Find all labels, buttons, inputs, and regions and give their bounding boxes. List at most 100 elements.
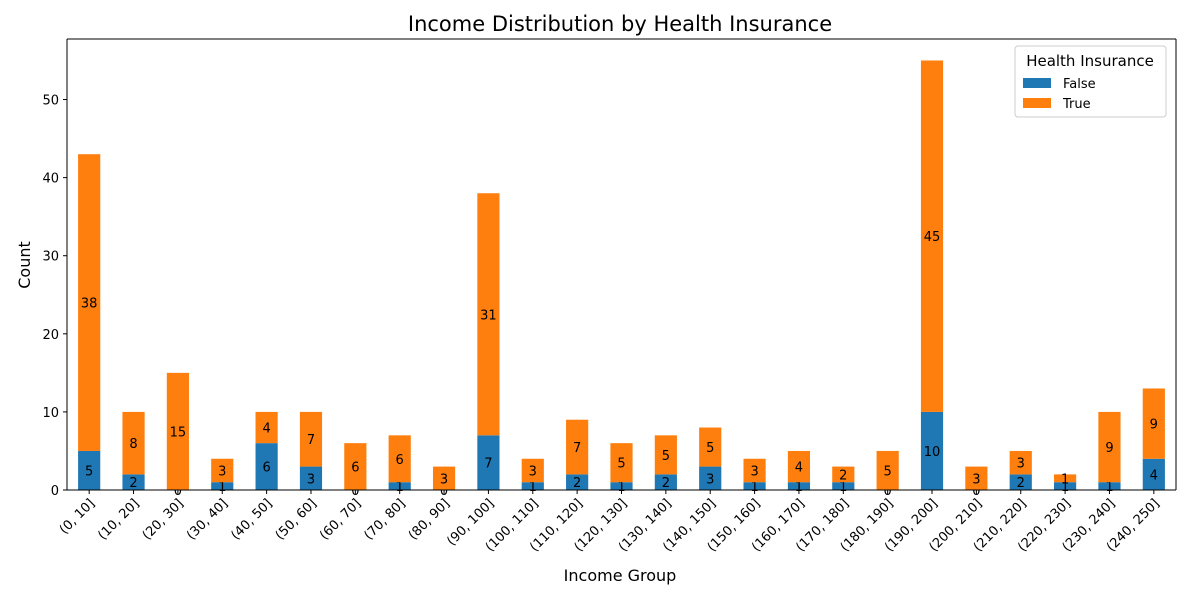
x-tick-label: (60, 70]: [317, 496, 364, 543]
bar-segment: [920, 60, 944, 412]
bar-segment: [1009, 450, 1032, 475]
bar-segment: [1009, 474, 1032, 490]
bar-value-label: 1: [1105, 480, 1113, 495]
bar-value-label: 6: [351, 461, 359, 476]
bar-value-label: 10: [924, 445, 941, 460]
bar-value-label: 4: [795, 461, 803, 476]
legend-swatch-false: [1023, 78, 1051, 88]
legend-label-false: False: [1063, 77, 1096, 92]
bar-segment: [699, 466, 722, 490]
bar-value-label: 3: [529, 464, 537, 479]
bar-segment: [787, 450, 811, 483]
bar-value-label: 6: [262, 461, 270, 476]
bar-value-label: 8: [129, 437, 137, 452]
bar-segment: [122, 411, 145, 475]
bar-segment: [211, 482, 234, 490]
x-axis-label: Income Group: [564, 566, 677, 585]
bar-segment: [388, 482, 411, 490]
bar-segment: [1142, 458, 1165, 490]
bar-segment: [78, 154, 101, 451]
bar-segment: [965, 466, 988, 490]
bar-value-label: 7: [484, 457, 492, 472]
bar-segment: [299, 466, 323, 490]
bar-value-label: 3: [972, 472, 980, 487]
y-tick-label: 20: [42, 328, 59, 343]
bar-segment: [211, 458, 234, 483]
legend-frame: [1014, 45, 1167, 118]
x-tick-label: (40, 50]: [228, 496, 275, 543]
legend-label-true: True: [1062, 97, 1091, 112]
bar-segment: [388, 435, 411, 483]
bar-value-label: 45: [924, 230, 941, 245]
bar-value-label: 2: [573, 476, 581, 491]
y-axis-label: Count: [15, 241, 34, 289]
bar-value-label: 3: [440, 472, 448, 487]
y-tick-label: 50: [42, 94, 59, 109]
bar-value-label: 1: [218, 480, 226, 495]
bar-value-label: 1: [396, 480, 404, 495]
y-tick-label: 40: [42, 172, 59, 187]
bar-segment: [1142, 388, 1165, 459]
bar-value-label: 5: [884, 464, 892, 479]
x-tick-label: (10, 20]: [95, 496, 142, 543]
bar-value-label: 4: [262, 422, 270, 437]
bar-value-label: 1: [1061, 480, 1069, 495]
bar-segment: [255, 443, 278, 490]
bar-segment: [255, 411, 278, 444]
bar-value-label: 1: [795, 480, 803, 495]
bar-segment: [566, 474, 589, 490]
bar-segment: [1054, 474, 1077, 483]
bar-value-label: 3: [1017, 457, 1025, 472]
bar-value-label: 7: [307, 433, 315, 448]
y-tick-label: 0: [51, 484, 59, 499]
bar-value-label: 1: [1061, 472, 1069, 487]
bar-segment: [832, 482, 855, 490]
bar-segment: [477, 193, 500, 436]
bar-segment: [743, 482, 766, 490]
bar-segment: [122, 474, 145, 490]
legend: Health Insurance False True: [1014, 45, 1167, 118]
bar-value-label: 31: [480, 308, 497, 323]
bar-segment: [787, 482, 811, 490]
bar-value-label: 1: [839, 480, 847, 495]
bar-segment: [699, 427, 722, 467]
x-tick-label: (50, 60]: [273, 496, 320, 543]
bar-value-label: 1: [529, 480, 537, 495]
bar-segment: [521, 482, 544, 490]
bar-segment: [521, 458, 544, 483]
bar-value-label: 5: [617, 457, 625, 472]
x-tick-label: (20, 30]: [140, 496, 187, 543]
x-tick-label: (30, 40]: [184, 496, 231, 543]
bar-segment: [1054, 482, 1077, 490]
x-tick-label: (70, 80]: [362, 496, 409, 543]
bar-value-label: 5: [662, 449, 670, 464]
bar-value-label: 1: [617, 480, 625, 495]
bar-value-label: 3: [307, 472, 315, 487]
bar-segment: [566, 419, 589, 475]
bar-value-label: 4: [1150, 468, 1158, 483]
bar-segment: [299, 411, 323, 467]
bar-value-label: 2: [662, 476, 670, 491]
bar-segment: [166, 372, 189, 490]
bar-segment: [654, 435, 677, 475]
bar-segment: [1098, 411, 1121, 483]
chart-title: Income Distribution by Health Insurance: [408, 12, 832, 36]
x-tick-label: (0, 10]: [57, 496, 98, 537]
bar-value-label: 1: [750, 480, 758, 495]
bar-segment: [78, 450, 101, 490]
bar-segment: [920, 411, 944, 490]
bar-segment: [432, 466, 456, 490]
bar-value-label: 5: [706, 441, 714, 456]
bar-value-label: 9: [1105, 441, 1113, 456]
bar-value-label: 2: [839, 468, 847, 483]
bar-value-label: 2: [129, 476, 137, 491]
bar-segment: [743, 458, 766, 483]
bar-segment: [1098, 482, 1121, 490]
bar-value-label: 5: [85, 464, 93, 479]
bar-segment: [832, 466, 855, 483]
y-tick-label: 10: [42, 406, 59, 421]
bar-segment: [344, 443, 367, 490]
